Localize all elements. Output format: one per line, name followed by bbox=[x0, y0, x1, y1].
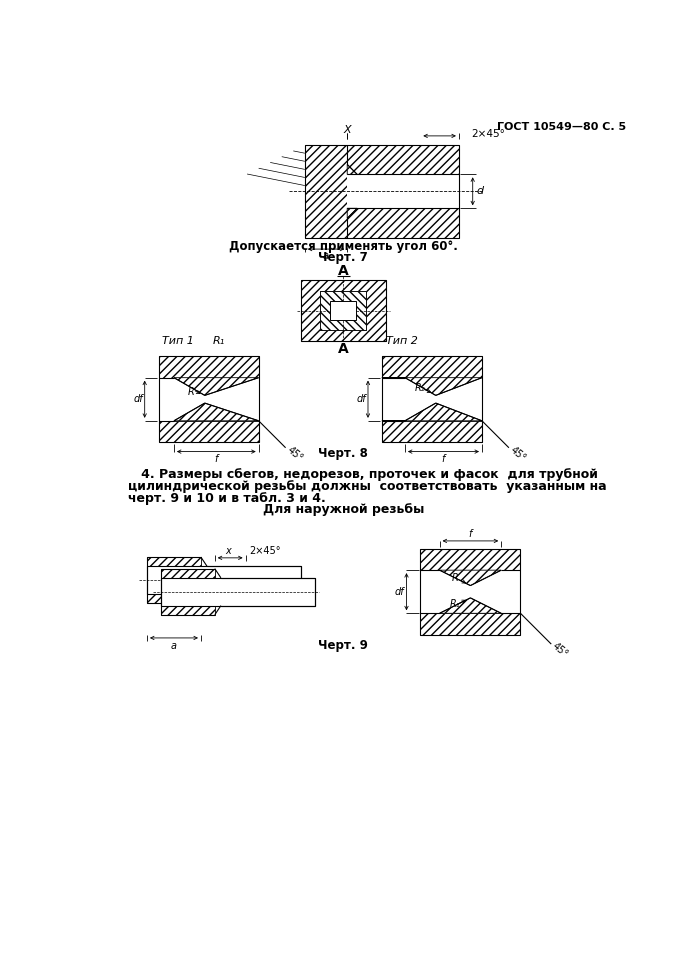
Text: Допускается применять угол 60°.: Допускается применять угол 60°. bbox=[229, 240, 458, 254]
Polygon shape bbox=[301, 280, 386, 341]
Text: R: R bbox=[188, 387, 195, 397]
Bar bbox=[158, 378, 258, 421]
Text: df: df bbox=[357, 395, 367, 404]
Text: Для наружной резьбы: Для наружной резьбы bbox=[262, 503, 424, 516]
Text: Тип 2: Тип 2 bbox=[386, 335, 418, 346]
Text: 45°: 45° bbox=[508, 444, 528, 464]
Text: Тип 1: Тип 1 bbox=[162, 335, 195, 346]
Polygon shape bbox=[174, 378, 258, 396]
Text: цилиндрической резьбы должны  соответствовать  указанным на: цилиндрической резьбы должны соответство… bbox=[127, 480, 606, 493]
Polygon shape bbox=[382, 356, 482, 378]
Text: ГОСТ 10549—80 С. 5: ГОСТ 10549—80 С. 5 bbox=[497, 122, 626, 132]
Polygon shape bbox=[382, 421, 482, 442]
Text: x: x bbox=[225, 546, 232, 556]
Polygon shape bbox=[382, 403, 482, 421]
Polygon shape bbox=[347, 145, 459, 174]
Text: f: f bbox=[442, 454, 445, 464]
Text: R₂: R₂ bbox=[415, 383, 426, 393]
Polygon shape bbox=[147, 594, 201, 604]
Text: 2×45°: 2×45° bbox=[249, 546, 281, 556]
Text: черт. 9 и 10 и в табл. 3 и 4.: черт. 9 и 10 и в табл. 3 и 4. bbox=[127, 493, 326, 505]
Polygon shape bbox=[161, 569, 215, 578]
Text: Черт. 9: Черт. 9 bbox=[318, 640, 368, 652]
Bar bbox=[347, 174, 420, 208]
Polygon shape bbox=[347, 208, 459, 237]
Text: X: X bbox=[344, 124, 351, 135]
Text: a: a bbox=[171, 641, 177, 650]
Polygon shape bbox=[440, 598, 501, 613]
Polygon shape bbox=[382, 378, 482, 396]
Bar bbox=[147, 567, 301, 594]
Text: 45°: 45° bbox=[551, 641, 570, 660]
Text: df: df bbox=[134, 395, 143, 404]
Text: A: A bbox=[338, 342, 349, 356]
Bar bbox=[320, 292, 366, 330]
Polygon shape bbox=[347, 208, 357, 219]
Text: d: d bbox=[477, 187, 484, 196]
Text: 2×45°: 2×45° bbox=[471, 129, 505, 139]
Text: f: f bbox=[469, 529, 472, 539]
Polygon shape bbox=[420, 613, 520, 635]
Polygon shape bbox=[440, 571, 501, 585]
Text: R₁: R₁ bbox=[449, 599, 461, 609]
Text: df: df bbox=[395, 587, 405, 597]
Polygon shape bbox=[347, 164, 357, 174]
Text: 4. Размеры сбегов, недорезов, проточек и фасок  для трубной: 4. Размеры сбегов, недорезов, проточек и… bbox=[127, 468, 598, 481]
Text: 45°: 45° bbox=[285, 444, 304, 464]
Text: f: f bbox=[215, 454, 218, 464]
Text: Черт. 7: Черт. 7 bbox=[318, 251, 368, 264]
Text: a: a bbox=[323, 251, 329, 261]
Bar bbox=[382, 378, 482, 421]
Polygon shape bbox=[158, 356, 258, 378]
Text: R: R bbox=[452, 573, 458, 583]
Text: R₁: R₁ bbox=[212, 335, 225, 346]
Polygon shape bbox=[161, 606, 215, 615]
Polygon shape bbox=[174, 403, 258, 421]
Polygon shape bbox=[320, 292, 366, 330]
Polygon shape bbox=[147, 557, 201, 567]
Polygon shape bbox=[420, 548, 520, 571]
Bar bbox=[161, 578, 315, 606]
Bar bbox=[330, 301, 356, 320]
Polygon shape bbox=[158, 421, 258, 442]
Text: Черт. 8: Черт. 8 bbox=[318, 446, 368, 460]
Polygon shape bbox=[304, 145, 347, 237]
Text: A: A bbox=[338, 263, 349, 278]
Bar bbox=[420, 571, 520, 613]
